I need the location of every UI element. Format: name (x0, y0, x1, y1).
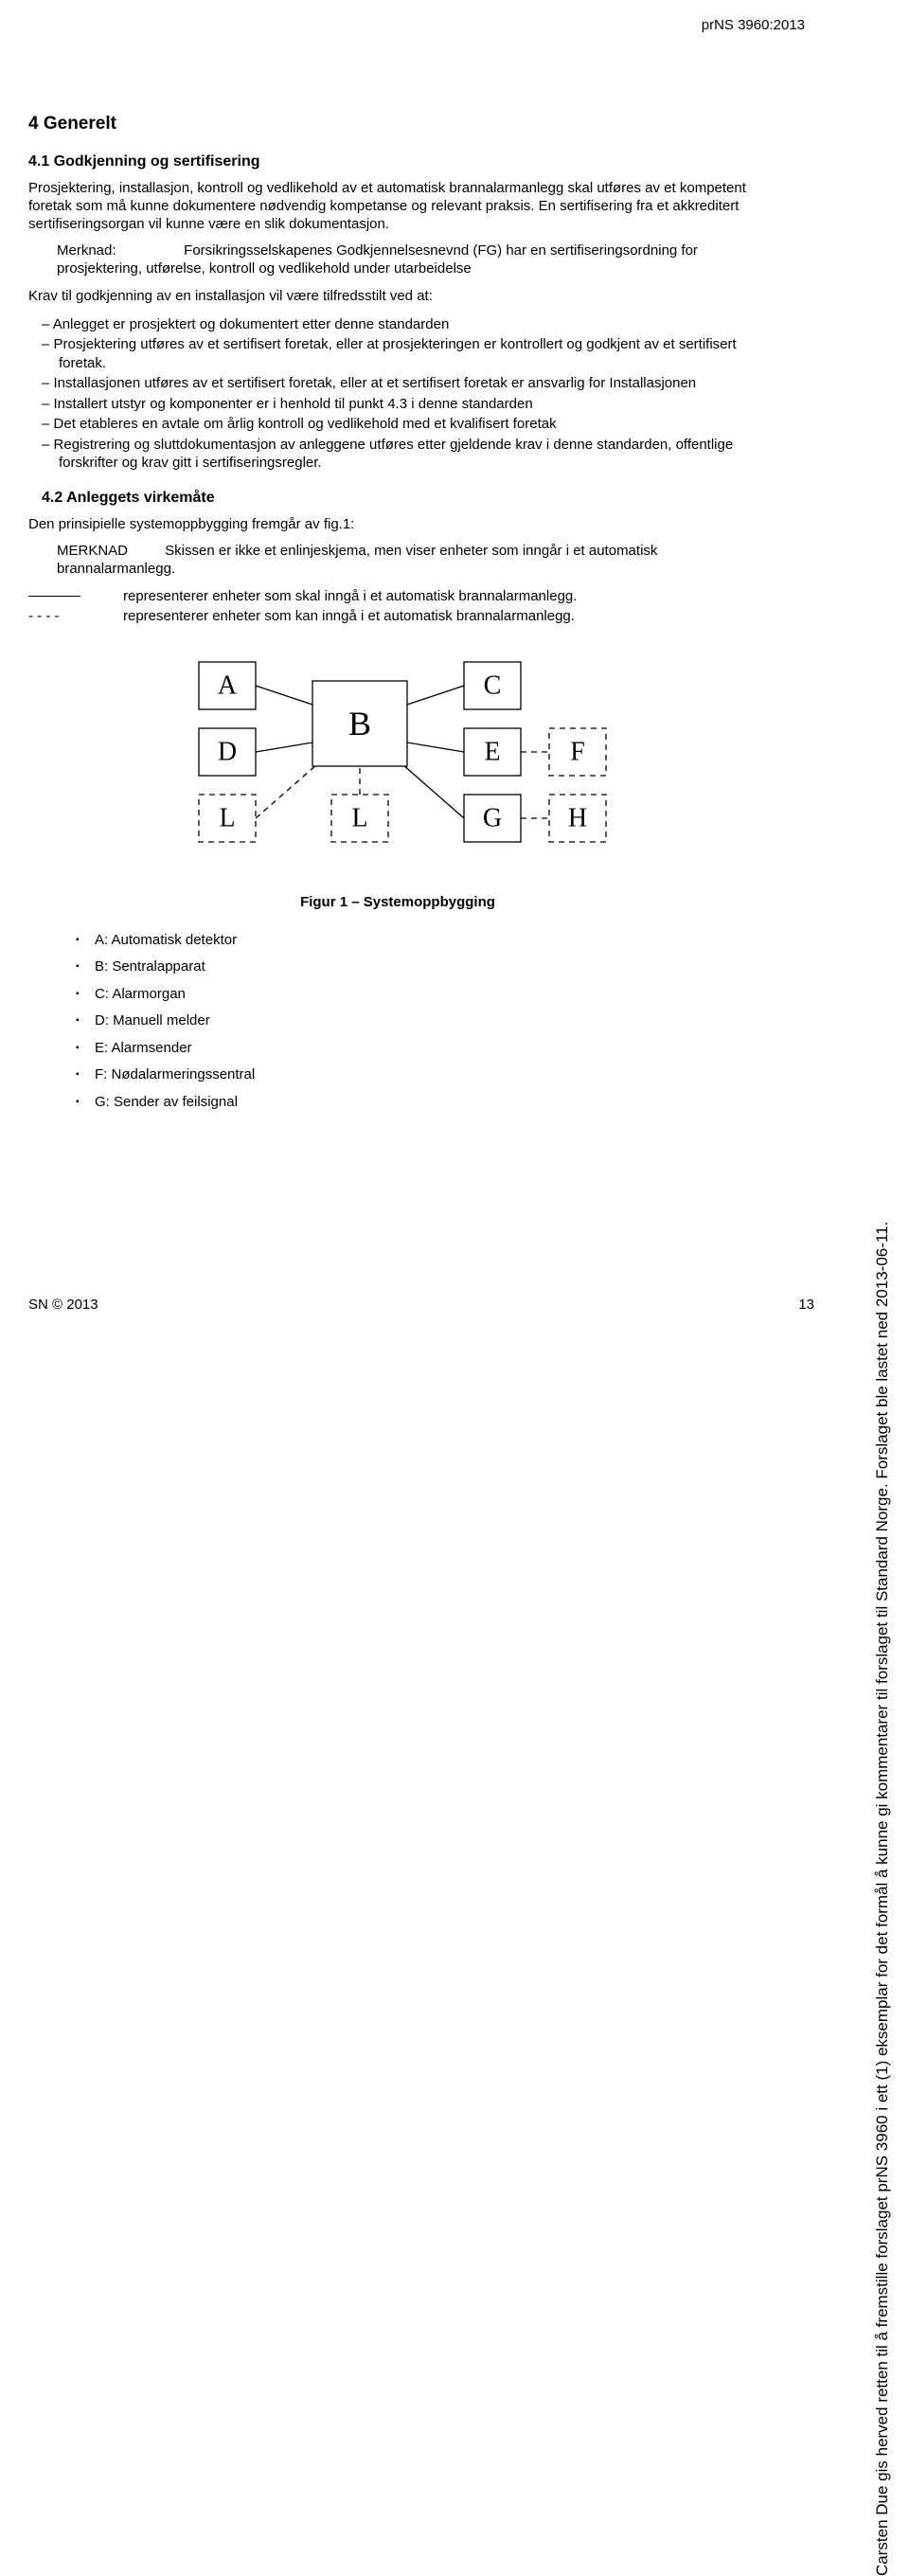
footer-page-number: 13 (798, 1297, 814, 1313)
svg-text:D: D (218, 737, 237, 766)
svg-text:L: L (351, 803, 367, 832)
list-item: Det etableres en avtale om årlig kontrol… (28, 415, 767, 434)
page-body: 4 Generelt 4.1 Godkjenning og sertifiser… (0, 0, 843, 1135)
dashed-line-icon: - - - - (28, 608, 95, 624)
svg-text:B: B (348, 705, 371, 742)
legend-dashed-text: representerer enheter som kan inngå i et… (123, 608, 575, 624)
svg-text:C: C (484, 671, 502, 700)
paragraph-system: Den prinsipielle systemoppbygging fremgå… (28, 516, 767, 534)
merknad-block: Merknad: Forsikringsselskapenes Godkjenn… (57, 242, 767, 278)
figure-legend-list: A: Automatisk detektor B: Sentralapparat… (76, 927, 767, 1117)
requirement-list: Anlegget er prosjektert og dokumentert e… (28, 315, 767, 473)
list-item: D: Manuell melder (76, 1008, 767, 1035)
legend-solid-text: representerer enheter som skal inngå i e… (123, 588, 577, 604)
list-item: A: Automatisk detektor (76, 927, 767, 955)
list-item: B: Sentralapparat (76, 954, 767, 981)
legend-dashed-row: - - - - representerer enheter som kan in… (28, 608, 767, 624)
merknad2-block: MERKNAD Skissen er ikke et enlinjeskjema… (57, 543, 767, 579)
solid-line-icon (28, 588, 95, 604)
paragraph-krav: Krav til godkjenning av en installasjon … (28, 288, 767, 306)
system-diagram: A B C D E F L L G H (123, 643, 767, 866)
list-item: Registrering og sluttdokumentasjon av an… (28, 436, 767, 473)
merknad-label: Merknad: (57, 242, 180, 260)
list-item: F: Nødalarmeringssentral (76, 1062, 767, 1089)
svg-text:A: A (218, 671, 238, 700)
svg-text:E: E (484, 737, 500, 766)
list-item: C: Alarmorgan (76, 981, 767, 1009)
svg-text:G: G (483, 803, 502, 832)
list-item: Installasjonen utføres av et sertifisert… (28, 374, 767, 393)
document-id: prNS 3960:2013 (702, 17, 805, 33)
paragraph-intro: Prosjektering, installasjon, kontroll og… (28, 180, 767, 233)
legend-solid-row: representerer enheter som skal inngå i e… (28, 588, 767, 604)
svg-text:F: F (570, 737, 585, 766)
list-item: E: Alarmsender (76, 1035, 767, 1063)
page-footer: SN © 2013 13 (28, 1297, 814, 1313)
section-4-1-title: 4.1 Godkjenning og sertifisering (28, 153, 767, 170)
list-item: G: Sender av feilsignal (76, 1089, 767, 1117)
figure-caption: Figur 1 – Systemoppbygging (28, 894, 767, 910)
side-note-vertical: Carsten Due gis herved retten til å frem… (873, 1288, 892, 2576)
svg-text:L: L (219, 803, 235, 832)
merknad2-label: MERKNAD (57, 543, 161, 561)
svg-text:H: H (568, 803, 587, 832)
section-4-title: 4 Generelt (28, 114, 767, 134)
list-item: Prosjektering utføres av et sertifisert … (28, 335, 767, 372)
footer-left: SN © 2013 (28, 1297, 98, 1313)
section-4-2-title: 4.2 Anleggets virkemåte (42, 490, 767, 507)
list-item: Installert utstyr og komponenter er i he… (28, 395, 767, 414)
diagram-svg: A B C D E F L L G H (123, 643, 653, 861)
list-item: Anlegget er prosjektert og dokumentert e… (28, 315, 767, 334)
